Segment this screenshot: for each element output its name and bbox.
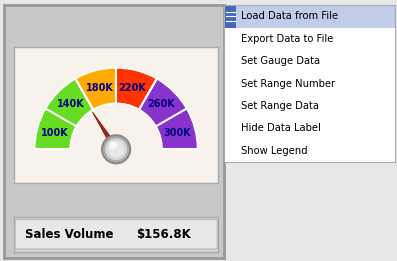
Wedge shape xyxy=(139,79,198,149)
Circle shape xyxy=(102,135,130,163)
Text: 220K: 220K xyxy=(119,83,146,93)
Text: Load Data from File: Load Data from File xyxy=(241,11,339,21)
Text: Set Gauge Data: Set Gauge Data xyxy=(241,56,320,66)
Circle shape xyxy=(108,141,124,157)
Text: 140K: 140K xyxy=(57,99,85,109)
Text: 100K: 100K xyxy=(41,128,68,138)
Bar xyxy=(224,5,236,28)
FancyBboxPatch shape xyxy=(15,220,217,249)
Polygon shape xyxy=(93,112,121,157)
Circle shape xyxy=(109,141,117,149)
Circle shape xyxy=(105,138,127,161)
Bar xyxy=(224,5,395,28)
Text: Hide Data Label: Hide Data Label xyxy=(241,123,321,133)
Text: 300K: 300K xyxy=(164,128,191,138)
Wedge shape xyxy=(116,68,157,110)
Wedge shape xyxy=(35,79,93,149)
Wedge shape xyxy=(75,68,116,110)
Text: Export Data to File: Export Data to File xyxy=(241,34,334,44)
Text: Sales Volume: Sales Volume xyxy=(25,228,114,241)
Text: Show Legend: Show Legend xyxy=(241,146,308,156)
Text: $156.8K: $156.8K xyxy=(136,228,191,241)
Text: 260K: 260K xyxy=(147,99,175,109)
Text: Set Range Data: Set Range Data xyxy=(241,101,319,111)
Text: Set Range Number: Set Range Number xyxy=(241,79,335,88)
Text: 180K: 180K xyxy=(86,83,114,93)
